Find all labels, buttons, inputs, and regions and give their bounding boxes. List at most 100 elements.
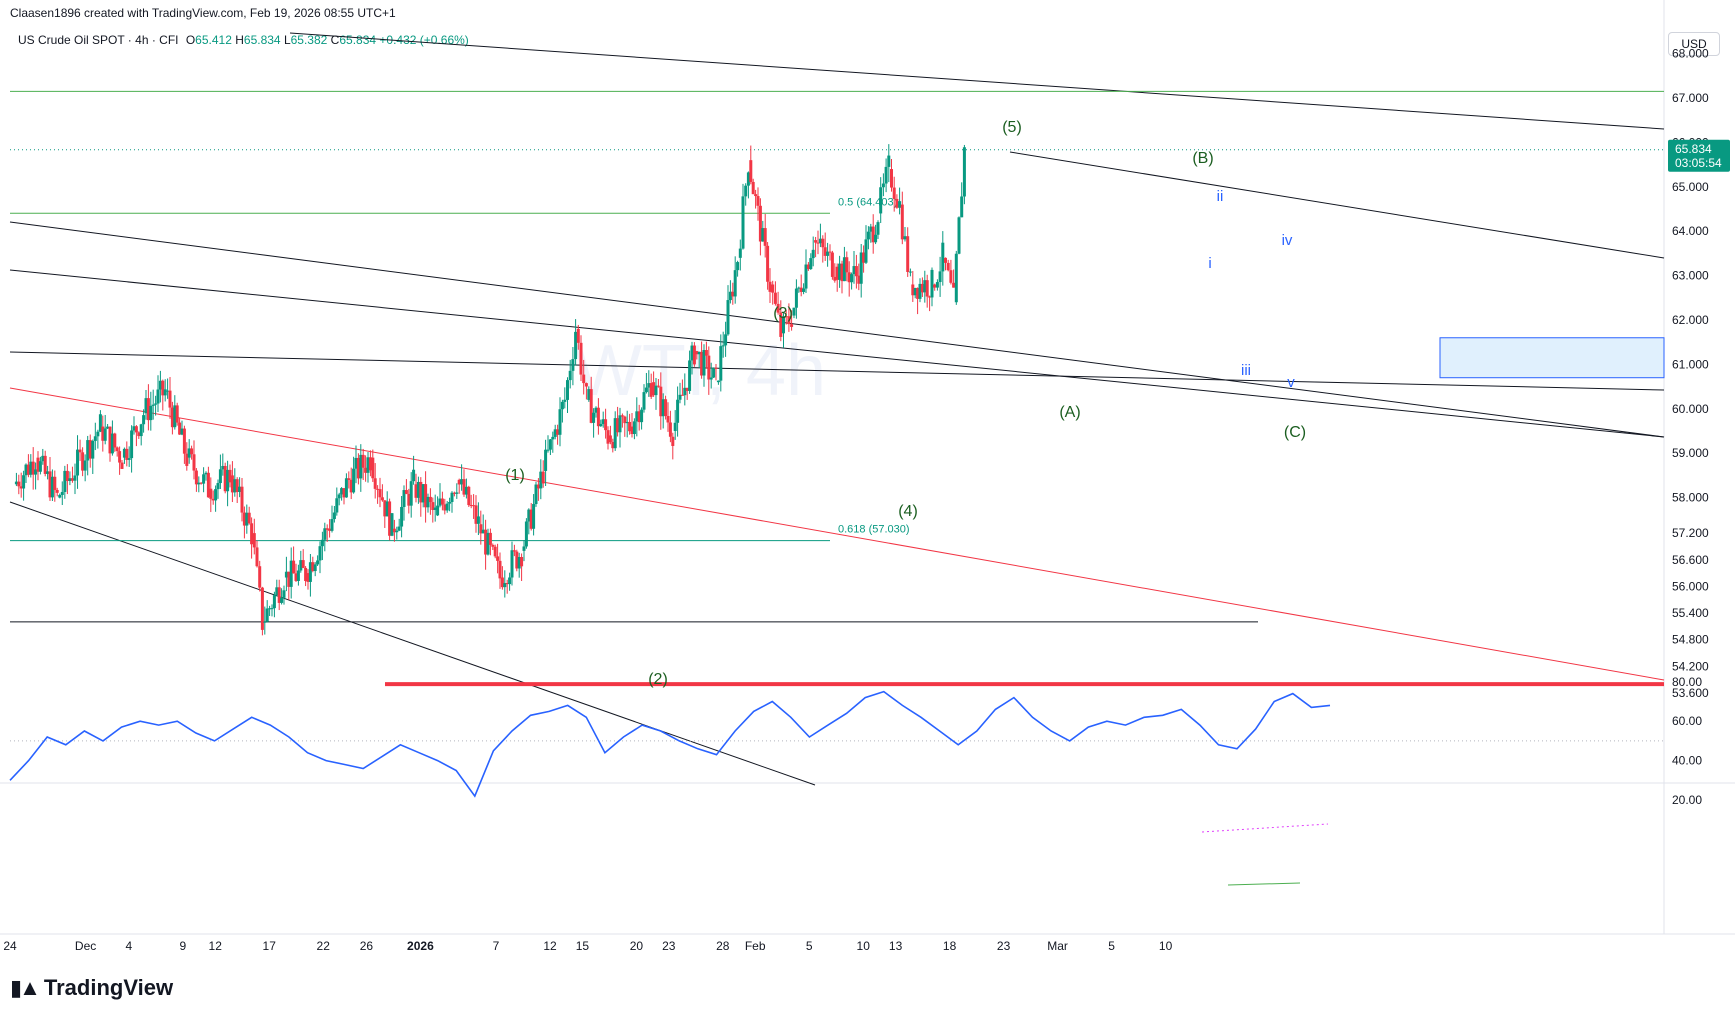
price-tick-label: 68.000 [1672,47,1709,61]
candle-body [144,398,148,414]
candle-body [484,529,488,555]
candle-body [625,421,629,424]
candle-body [668,422,672,437]
candle-body [733,270,737,297]
time-tick-label: 4 [125,939,132,953]
candle-body [137,432,141,437]
candle-body [407,493,411,506]
candle-body [14,481,18,485]
candle-body [794,288,798,308]
candle-body [918,283,922,299]
candle-body [890,169,893,188]
candle-body [211,498,215,501]
candle-body [438,498,442,506]
candle-body [76,449,80,476]
candle-body [529,509,533,529]
candle-body [654,385,658,396]
candle-body [122,448,126,458]
rsi-support-line [1227,882,1301,886]
candle-body [342,488,346,498]
candle-body [962,147,966,197]
ohlc-close-value: 65.834 [339,33,377,47]
ohlc-high-value: 65.834 [243,33,281,47]
wave-label: (B) [1192,150,1213,167]
candle-body [596,407,600,427]
candle-body [373,478,377,489]
candle-body [443,504,447,511]
candle-body [659,386,663,417]
price-tick-label: 67.000 [1672,91,1709,105]
candle-body [906,236,910,272]
candle-body [911,284,915,296]
candle-body [110,433,114,454]
rsi-line [9,690,1331,798]
trend-line [289,32,1665,130]
candle-body [313,564,317,572]
candle-body [599,423,603,427]
time-tick-label: 12 [543,939,557,953]
candle-body [630,426,634,435]
candle-body [840,263,844,282]
candle-body [306,573,310,582]
candle-body [522,546,526,551]
candle-body [553,429,557,437]
candle-body [726,300,730,335]
candle-body [887,155,891,167]
time-tick-label: 5 [806,939,813,953]
candle-body [515,551,519,569]
time-tick-label: 15 [576,939,590,953]
ohlc-open-key: O [185,33,196,47]
candle-body [758,205,762,242]
time-tick-label: 28 [716,939,730,953]
candle-body [859,252,863,284]
candle-countdown: 03:05:54 [1675,156,1722,170]
candle-body [452,492,456,494]
candle-body [240,486,244,513]
candle-body [871,226,875,243]
candle-body [46,471,50,474]
time-tick-label: Mar [1047,939,1068,953]
currency-button[interactable]: USD [1668,32,1720,56]
candle-body [835,266,839,280]
candle-body [270,608,274,610]
candle-body [544,449,548,471]
candle-body [204,472,208,475]
candle-body [673,422,677,431]
candle-body [776,303,780,313]
fib-level-label: 0.618 (57.030) [838,524,910,536]
candle-body [854,266,858,277]
candle-body [380,497,384,501]
price-tick-label: 54.800 [1672,633,1709,647]
candle-body [642,392,646,410]
candle-body [916,287,920,299]
candle-body [299,560,303,571]
candle-body [601,419,605,424]
candle-body [900,204,904,240]
candle-body [623,416,627,424]
time-tick-label: 23 [662,939,676,953]
candle-body [233,479,237,493]
candle-body [879,187,883,214]
candle-body [566,380,569,400]
candle-body [108,426,112,454]
candle-body [38,461,42,472]
candle-body [558,409,562,435]
tradingview-logo[interactable]: ▮▲ TradingView [10,975,173,1001]
candle-body [806,264,810,270]
candle-body [60,491,64,495]
candle-body [898,201,902,208]
candle-body [551,436,555,440]
candle-body [512,550,516,552]
candle-body [356,457,360,479]
candle-body [702,350,706,376]
time-tick-label: 24 [3,939,17,953]
candle-body [582,374,586,384]
candle-body [263,621,267,623]
time-tick-label: 10 [1159,939,1173,953]
candle-body [58,494,62,498]
candle-body [214,489,218,501]
candle-body [17,481,21,487]
candle-body [308,562,312,582]
candle-body [592,412,596,423]
